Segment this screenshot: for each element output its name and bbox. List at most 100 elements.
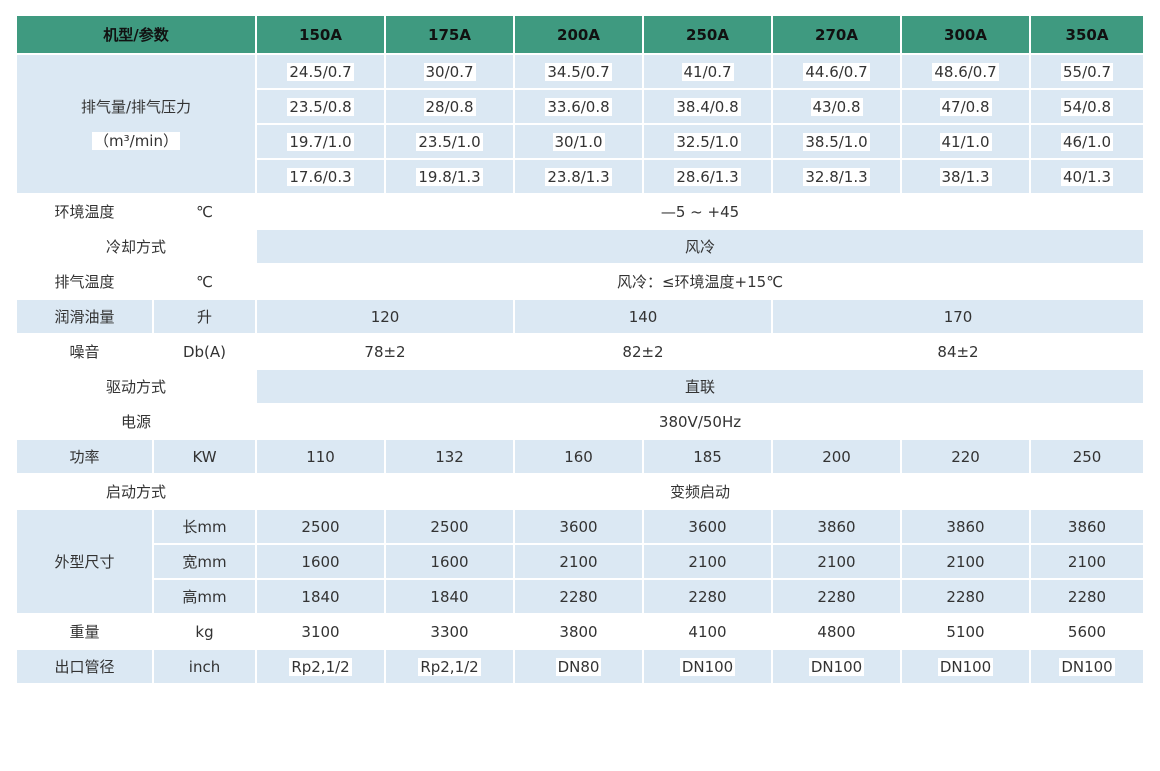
outlet-row: 出口管径 inch Rp2,1/2 Rp2,1/2 DN80 DN100 DN1…	[15, 648, 1146, 685]
outlet-value: Rp2,1/2	[255, 648, 387, 685]
weight-value: 3300	[384, 613, 516, 650]
dimension-value: 2100	[513, 543, 645, 580]
displacement-cell: 28/0.8	[384, 88, 516, 125]
power-value: 185	[642, 438, 774, 475]
start-value: 变频启动	[255, 473, 1146, 510]
displacement-cell: 38.4/0.8	[642, 88, 774, 125]
dimension-value: 2280	[900, 578, 1032, 615]
weight-value: 4100	[642, 613, 774, 650]
power-value: 250	[1029, 438, 1146, 475]
noise-value: 78±2	[255, 333, 516, 370]
row-unit: Db(A)	[151, 333, 258, 370]
outlet-value: DN100	[1029, 648, 1146, 685]
displacement-cell: 23.8/1.3	[513, 158, 645, 195]
dimension-value: 3860	[1029, 508, 1146, 545]
dimension-row: 宽mm 1600 1600 2100 2100 2100 2100 2100	[16, 543, 1146, 580]
weight-value: 3100	[255, 613, 387, 650]
displacement-cell: 30/1.0	[513, 123, 645, 160]
displacement-row: 19.7/1.0 23.5/1.0 30/1.0 32.5/1.0 38.5/1…	[16, 123, 1146, 160]
dimension-value: 1840	[255, 578, 387, 615]
drive-row: 驱动方式 直联	[14, 368, 1146, 405]
displacement-label-line2: （m³/min）	[92, 132, 180, 150]
weight-value: 5600	[1029, 613, 1146, 650]
row-label: 环境温度	[15, 193, 154, 230]
model-header: 250A	[642, 14, 774, 55]
model-header: 150A	[255, 14, 387, 55]
ambient-temp-value: —5 ~ +45	[255, 193, 1146, 230]
row-label: 噪音	[15, 333, 154, 370]
displacement-cell: 43/0.8	[771, 88, 903, 125]
outlet-value: DN100	[771, 648, 903, 685]
row-unit: 升	[151, 298, 258, 335]
row-unit: ℃	[151, 263, 258, 300]
dimension-row: 外型尺寸 长mm 2500 2500 3600 3600 3860 3860 3…	[15, 508, 1146, 615]
row-label: 出口管径	[15, 648, 154, 685]
exhaust-temp-row: 排气温度 ℃ 风冷：≤环境温度+15℃	[15, 263, 1146, 300]
outlet-value: DN100	[900, 648, 1032, 685]
displacement-cell: 23.5/1.0	[384, 123, 516, 160]
outlet-value: DN100	[642, 648, 774, 685]
displacement-label-line1: 排气量/排气压力	[80, 98, 192, 116]
row-unit: 高mm	[151, 578, 258, 615]
model-header: 175A	[384, 14, 516, 55]
row-unit: KW	[151, 438, 258, 475]
displacement-cell: 38.5/1.0	[771, 123, 903, 160]
spec-table: 机型/参数 150A 175A 200A 250A 270A 300A 350A…	[14, 14, 1146, 685]
dimensions-label: 外型尺寸	[15, 508, 154, 615]
ambient-temp-row: 环境温度 ℃ —5 ~ +45	[15, 193, 1146, 230]
displacement-cell: 54/0.8	[1029, 88, 1146, 125]
displacement-cell: 46/1.0	[1029, 123, 1146, 160]
model-header: 350A	[1029, 14, 1146, 55]
row-label: 冷却方式	[14, 228, 258, 265]
dimension-value: 1840	[384, 578, 516, 615]
power-supply-row: 电源 380V/50Hz	[14, 403, 1146, 440]
displacement-cell: 55/0.7	[1029, 53, 1146, 90]
dimension-row: 高mm 1840 1840 2280 2280 2280 2280 2280	[16, 578, 1146, 615]
dimension-value: 1600	[384, 543, 516, 580]
row-unit: 宽mm	[151, 543, 258, 580]
noise-row: 噪音 Db(A) 78±2 82±2 84±2	[15, 333, 1146, 370]
dimension-value: 2100	[771, 543, 903, 580]
drive-value: 直联	[255, 368, 1146, 405]
row-unit: 长mm	[151, 508, 258, 545]
displacement-row: 23.5/0.8 28/0.8 33.6/0.8 38.4/0.8 43/0.8…	[16, 88, 1146, 125]
displacement-cell: 19.8/1.3	[384, 158, 516, 195]
displacement-cell: 32.8/1.3	[771, 158, 903, 195]
dimension-value: 2280	[1029, 578, 1146, 615]
noise-value: 82±2	[513, 333, 774, 370]
model-header: 300A	[900, 14, 1032, 55]
displacement-cell: 48.6/0.7	[900, 53, 1032, 90]
row-label: 排气温度	[15, 263, 154, 300]
weight-value: 4800	[771, 613, 903, 650]
outlet-value: DN80	[513, 648, 645, 685]
outlet-value: Rp2,1/2	[384, 648, 516, 685]
weight-value: 5100	[900, 613, 1032, 650]
row-label: 功率	[15, 438, 154, 475]
power-value: 200	[771, 438, 903, 475]
exhaust-temp-value: 风冷：≤环境温度+15℃	[255, 263, 1146, 300]
dimension-value: 2100	[642, 543, 774, 580]
model-header: 270A	[771, 14, 903, 55]
dimension-value: 2100	[1029, 543, 1146, 580]
dimension-value: 3860	[900, 508, 1032, 545]
row-unit: ℃	[151, 193, 258, 230]
dimension-value: 2500	[384, 508, 516, 545]
dimension-value: 3600	[513, 508, 645, 545]
displacement-cell: 32.5/1.0	[642, 123, 774, 160]
dimension-value: 2100	[900, 543, 1032, 580]
dimension-value: 3860	[771, 508, 903, 545]
displacement-label: 排气量/排气压力 （m³/min）	[14, 53, 258, 195]
displacement-cell: 44.6/0.7	[771, 53, 903, 90]
displacement-cell: 47/0.8	[900, 88, 1032, 125]
displacement-cell: 24.5/0.7	[255, 53, 387, 90]
dimension-value: 2280	[513, 578, 645, 615]
power-value: 110	[255, 438, 387, 475]
displacement-cell: 19.7/1.0	[255, 123, 387, 160]
displacement-cell: 33.6/0.8	[513, 88, 645, 125]
displacement-cell: 40/1.3	[1029, 158, 1146, 195]
row-label: 重量	[15, 613, 154, 650]
oil-value: 140	[513, 298, 774, 335]
power-row: 功率 KW 110 132 160 185 200 220 250	[15, 438, 1146, 475]
row-unit: kg	[151, 613, 258, 650]
displacement-cell: 34.5/0.7	[513, 53, 645, 90]
